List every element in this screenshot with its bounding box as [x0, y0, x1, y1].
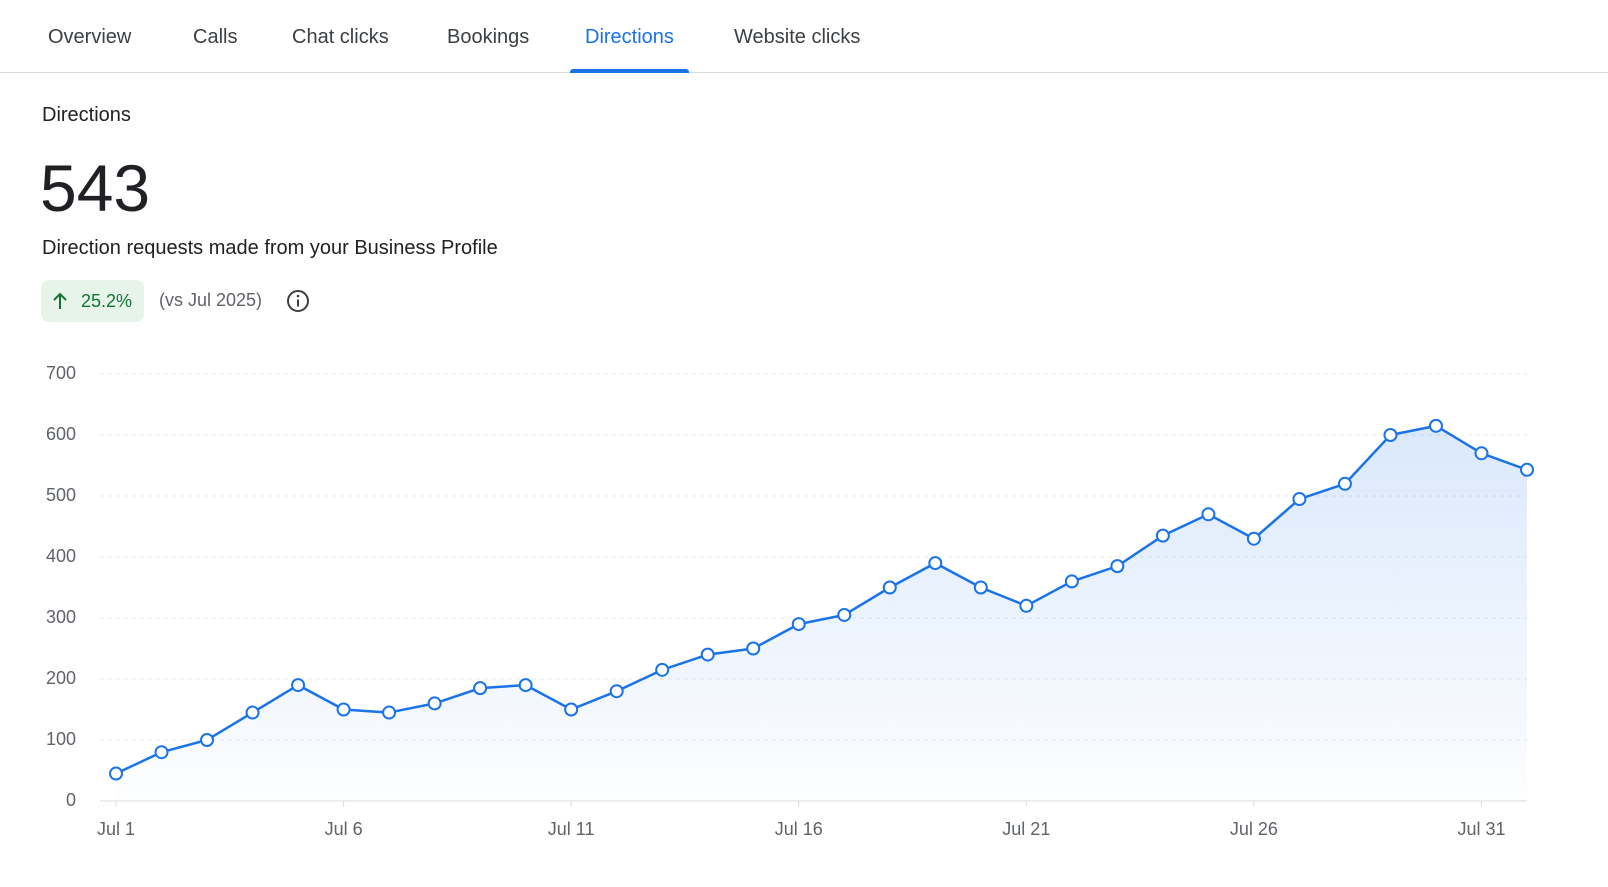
panel-title: Directions — [42, 104, 131, 126]
data-point — [154, 745, 169, 760]
data-point — [200, 733, 215, 747]
data-point — [564, 702, 579, 717]
data-point — [1428, 418, 1443, 433]
x-tick-label: Jul 21 — [1002, 819, 1050, 839]
data-point — [336, 702, 351, 717]
y-tick-label: 0 — [66, 790, 76, 810]
data-point — [291, 678, 306, 693]
data-point — [1383, 428, 1398, 442]
data-point — [1064, 574, 1079, 589]
data-point — [837, 607, 852, 622]
description: Direction requests made from your Busine… — [42, 237, 498, 259]
x-tick-label: Jul 31 — [1457, 819, 1505, 839]
data-point — [655, 662, 670, 677]
data-point — [427, 696, 442, 711]
tab-bar: Overview Calls Chat clicks Bookings Directio… — [0, 0, 1608, 73]
data-point — [518, 678, 533, 693]
data-point — [382, 705, 397, 720]
y-tick-label: 700 — [46, 363, 76, 383]
line — [115, 424, 1528, 775]
y-tick-label: 300 — [46, 607, 76, 627]
data-point — [1246, 531, 1261, 546]
info-icon[interactable] — [286, 289, 310, 313]
data-point — [1520, 462, 1534, 477]
data-point — [1474, 446, 1489, 461]
y-tick-label: 500 — [46, 485, 76, 505]
data-point — [791, 617, 806, 632]
y-tick-label: 200 — [46, 668, 76, 688]
area — [116, 425, 1527, 801]
data-point — [109, 766, 123, 781]
tab[interactable]: Chat clicks — [292, 26, 389, 48]
tab[interactable]: Bookings — [447, 26, 530, 48]
data-point — [746, 641, 761, 656]
x-tick-label: Jul 1 — [97, 819, 135, 839]
data-point — [1201, 507, 1216, 522]
data-point — [1019, 598, 1034, 613]
tab[interactable]: Website clicks — [734, 26, 861, 48]
y-tick-label: 600 — [46, 424, 76, 444]
up-arrow-icon — [53, 292, 67, 309]
x-tick-label: Jul 26 — [1230, 819, 1278, 839]
tab[interactable]: Directions — [570, 0, 689, 73]
data-point — [1292, 492, 1307, 507]
total-value: 543 — [40, 151, 151, 225]
data-point — [928, 556, 943, 571]
x-tick-label: Jul 11 — [548, 819, 595, 839]
x-tick-label: Jul 6 — [325, 819, 363, 839]
data-point — [473, 681, 488, 696]
y-tick-label: 400 — [46, 546, 76, 566]
data-point — [1337, 476, 1352, 491]
tab[interactable]: Calls — [193, 26, 238, 48]
comparison: (vs Jul 2025) — [159, 290, 263, 310]
chart: 0 100 200 300 400 500 600 700 Jul 1 Jul 6 Jul 11 Ju… — [46, 363, 1534, 839]
data-point — [609, 684, 624, 699]
x-tick-label: Jul 16 — [775, 819, 823, 839]
y-tick-label: 100 — [46, 729, 76, 749]
data-point — [245, 705, 260, 720]
data-point — [1155, 528, 1170, 543]
change-badge: 25.2% — [41, 280, 144, 322]
change-value: 25.2% — [81, 291, 133, 311]
tab[interactable]: Overview — [48, 26, 132, 48]
data-point — [1110, 559, 1125, 574]
data-point — [700, 647, 715, 662]
data-point — [973, 580, 988, 595]
data-point — [882, 580, 897, 595]
